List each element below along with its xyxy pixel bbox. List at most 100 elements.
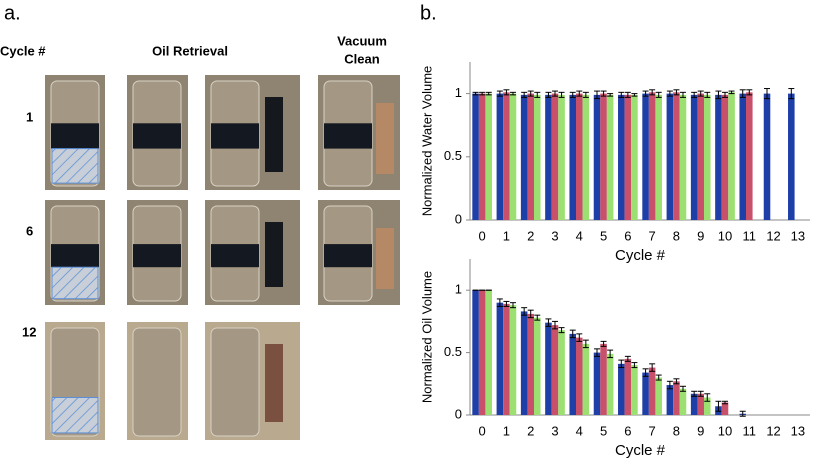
bar (478, 290, 486, 415)
bar (496, 302, 504, 415)
error-bar (739, 410, 746, 417)
error-bar (534, 91, 541, 98)
oil-layer (324, 123, 372, 149)
error-bar (600, 340, 607, 347)
bar (551, 93, 559, 220)
bar (503, 92, 510, 220)
vial (132, 327, 182, 437)
error-bar (649, 89, 656, 96)
error-bar (655, 374, 662, 381)
bar (600, 93, 607, 220)
bar (655, 377, 662, 415)
error-bar (485, 91, 492, 96)
bar (673, 381, 680, 415)
sponge (376, 103, 394, 174)
sponge (265, 97, 283, 172)
bar (642, 372, 649, 415)
error-bar (679, 385, 686, 392)
error-bar (691, 91, 698, 98)
photo-grid (45, 75, 400, 440)
error-bar (594, 90, 601, 100)
error-bar (503, 300, 510, 307)
panel-label: b. (420, 2, 437, 24)
bar (527, 313, 534, 415)
error-bar (552, 320, 558, 330)
water-layer (51, 266, 99, 300)
oil-layer (211, 123, 259, 149)
bar (533, 317, 541, 415)
error-bar (722, 400, 728, 405)
error-bar (594, 348, 601, 357)
error-bar (545, 318, 552, 327)
error-bar (715, 400, 722, 412)
bar (485, 93, 492, 220)
bar (503, 303, 510, 415)
bar (593, 352, 601, 415)
error-bar (496, 90, 503, 97)
error-bar (728, 90, 735, 95)
bar (697, 93, 704, 220)
error-bar (558, 327, 565, 334)
error-bar (788, 88, 795, 100)
oil-layer (324, 244, 372, 268)
error-bar (472, 91, 479, 96)
bar (520, 311, 528, 415)
x-tick-label: 13 (791, 228, 805, 243)
error-bar (545, 91, 552, 98)
error-bar (503, 89, 510, 96)
error-bar (679, 91, 686, 98)
bar (721, 402, 729, 415)
row-label: 1 (26, 109, 33, 124)
bar (697, 393, 704, 415)
bar (593, 94, 601, 220)
bar (631, 94, 638, 220)
bar (520, 94, 528, 220)
x-tick-label: 6 (624, 228, 631, 243)
bar (739, 93, 747, 220)
oil-layer (133, 244, 181, 268)
error-bar (631, 93, 638, 97)
error-bar (607, 349, 614, 359)
bar (576, 93, 583, 220)
error-bar (673, 89, 680, 96)
bar (472, 290, 479, 415)
bar (690, 94, 698, 220)
x-tick-label: 13 (791, 423, 805, 438)
bar (648, 92, 656, 220)
x-tick-label: 4 (576, 228, 583, 243)
y-tick-label: 0.5 (444, 344, 462, 359)
bar (788, 93, 795, 220)
bar (569, 94, 577, 220)
bar (582, 343, 590, 415)
error-bar (521, 91, 528, 98)
error-bar (582, 91, 589, 98)
bar (673, 92, 680, 220)
bar (545, 94, 552, 220)
x-tick-label: 0 (479, 423, 486, 438)
column-header: Oil Retrieval (152, 43, 228, 58)
error-bar (764, 88, 771, 100)
x-tick-label: 10 (718, 423, 732, 438)
y-tick-label: 1 (455, 282, 462, 297)
bar (472, 93, 479, 220)
sponge (265, 344, 283, 422)
error-bar (715, 90, 722, 100)
error-bar (582, 339, 589, 349)
x-tick-label: 4 (576, 423, 583, 438)
error-bar (509, 91, 516, 96)
x-tick-label: 6 (624, 423, 631, 438)
error-bar (691, 390, 698, 397)
column-header: Cycle # (0, 43, 46, 58)
x-tick-label: 11 (743, 228, 757, 243)
error-bar (558, 91, 565, 98)
x-tick-label: 2 (527, 228, 534, 243)
error-bar (521, 307, 528, 316)
x-tick-label: 2 (527, 423, 534, 438)
bar (666, 385, 674, 415)
y-tick-label: 0 (455, 406, 462, 421)
error-bar (649, 363, 656, 372)
bar (666, 93, 674, 220)
error-bar (631, 362, 638, 369)
error-bar (697, 390, 704, 397)
bar (624, 94, 632, 220)
